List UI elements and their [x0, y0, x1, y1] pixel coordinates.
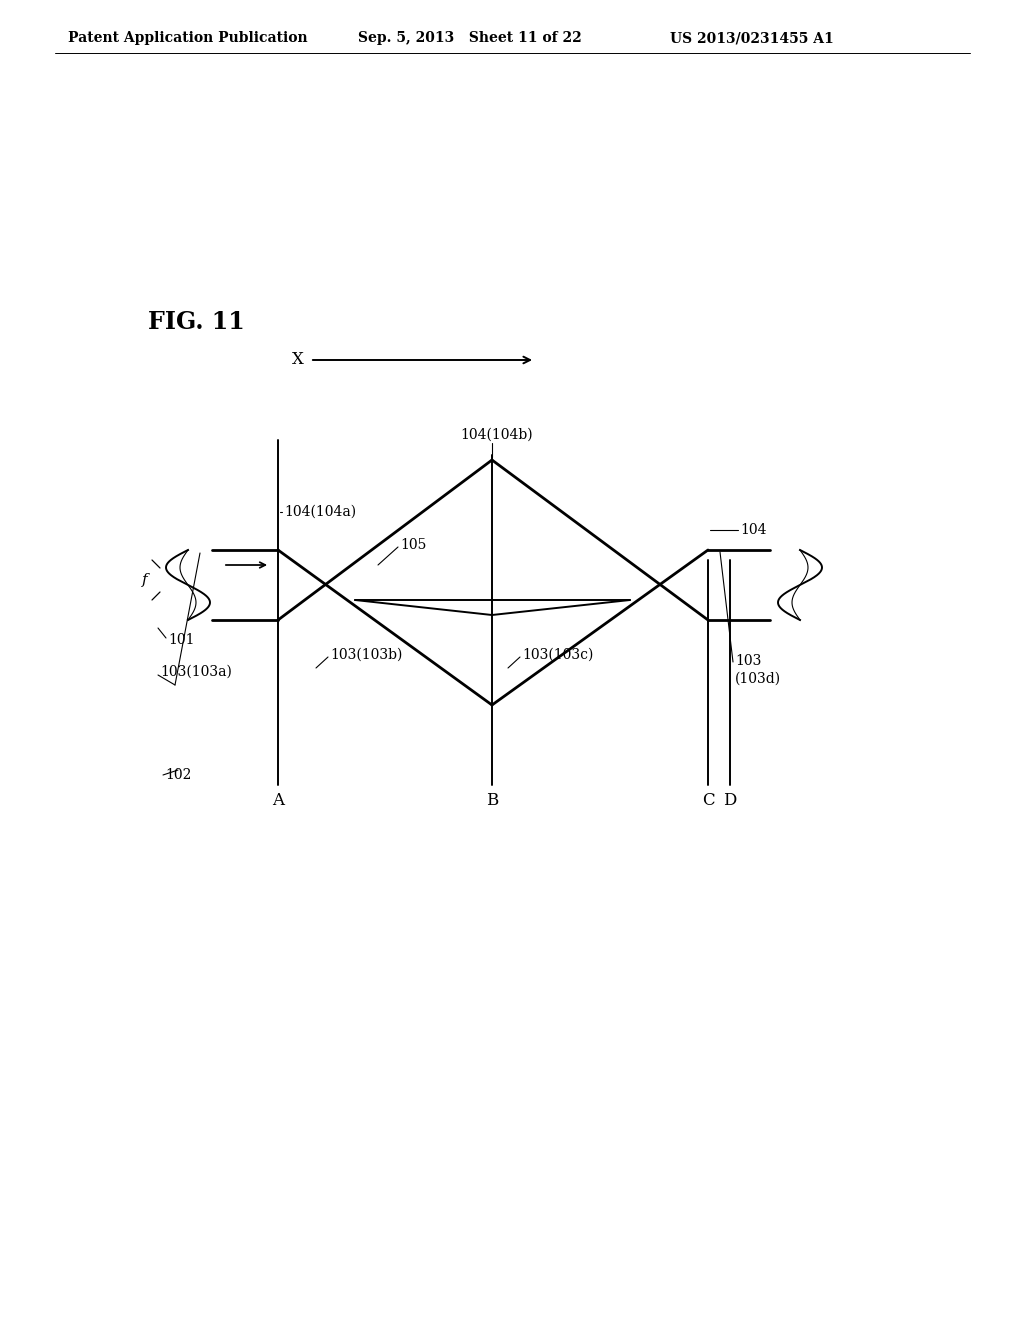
Text: A: A: [272, 792, 284, 809]
Text: C: C: [701, 792, 715, 809]
Text: FIG. 11: FIG. 11: [148, 310, 245, 334]
Text: B: B: [485, 792, 498, 809]
Text: D: D: [723, 792, 736, 809]
Text: 102: 102: [165, 768, 191, 781]
Text: f: f: [142, 573, 148, 587]
Text: 104(104b): 104(104b): [461, 428, 534, 442]
Text: X: X: [292, 351, 304, 368]
Text: 101: 101: [168, 634, 195, 647]
Text: 103(103b): 103(103b): [330, 648, 402, 663]
Text: 103(103a): 103(103a): [160, 665, 231, 678]
Text: Sep. 5, 2013   Sheet 11 of 22: Sep. 5, 2013 Sheet 11 of 22: [358, 30, 582, 45]
Text: 105: 105: [400, 539, 426, 552]
Text: 104(104a): 104(104a): [284, 506, 356, 519]
Text: 103
(103d): 103 (103d): [735, 655, 781, 685]
Text: 103(103c): 103(103c): [522, 648, 593, 663]
Text: 104: 104: [740, 523, 767, 537]
Text: Patent Application Publication: Patent Application Publication: [68, 30, 307, 45]
Text: US 2013/0231455 A1: US 2013/0231455 A1: [670, 30, 834, 45]
